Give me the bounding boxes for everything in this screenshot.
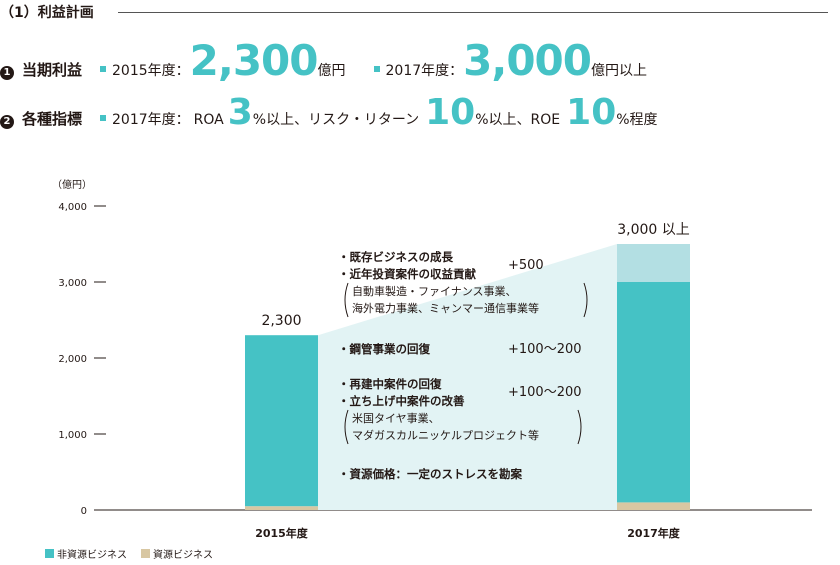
x-axis-labels: 2015年度 2017年度 (255, 526, 681, 540)
square-bullet-icon (373, 66, 380, 72)
left-paren (344, 409, 349, 445)
y-tick-label: 0 (81, 506, 87, 517)
unit-label: 億円以上 (591, 63, 648, 79)
roa-unit: %以上、リスク・リターン (252, 112, 420, 128)
bar-non-resource (245, 335, 318, 507)
annotation-detail: 海外電力事業、ミャンマー通信事業等 (352, 301, 539, 315)
annotations: ・既存ビジネスの成長・近年投資案件の収益貢献 +500 自動車製造・ファイナンス事業… (338, 250, 588, 481)
legend-label: 資源ビジネス (153, 550, 213, 561)
bar-resource (245, 506, 318, 510)
y-tick-label: 3,000 (58, 278, 87, 289)
annotation-value: +100〜200 (508, 342, 582, 357)
bar-resource (617, 502, 690, 510)
roe-value: 10 (566, 92, 617, 133)
annotation-value: +500 (508, 258, 544, 273)
y-axis-unit: （億円） (52, 178, 92, 191)
bar-non-resource (617, 282, 690, 503)
y-tick-label: 4,000 (58, 202, 87, 213)
y-tick-label: 1,000 (58, 430, 87, 441)
annotation-detail: 米国タイヤ事業、 (352, 412, 440, 425)
roa-value: 3 (227, 92, 253, 133)
profit-value-2017: 3,000 (463, 36, 592, 85)
legend-swatch-non-resource (45, 549, 54, 558)
annotation-line: ・鋼管事業の回復 (338, 342, 430, 356)
square-bullet-icon (100, 66, 107, 72)
year-label: 2015年度： (112, 63, 190, 79)
roa-label: ROA (193, 112, 224, 128)
risk-return-value: 10 (425, 92, 476, 133)
annotation-line: ・資源価格：一定のストレスを勘案 (338, 467, 522, 481)
bar-total-label: 2,300 (261, 313, 301, 329)
annotation-detail: マダガスカルニッケルプロジェクト等 (352, 428, 539, 442)
unit-label: 億円 (317, 63, 346, 79)
roe-unit: %程度 (616, 112, 658, 128)
annotation-detail: 自動車製造・ファイナンス事業、 (352, 284, 517, 298)
profit-value-2015: 2,300 (189, 36, 319, 85)
bar-total-label: 3,000 以上 (617, 222, 690, 238)
year-label: 2017年度： (385, 63, 464, 79)
x-tick-label: 2015年度 (255, 526, 309, 540)
legend-swatch-resource (141, 549, 150, 558)
row-label: 当期利益 (22, 61, 83, 79)
annotation-line: ・既存ビジネスの成長 (338, 250, 453, 264)
left-paren (344, 282, 349, 318)
right-paren (583, 282, 588, 318)
bars: 2,300 3,000 以上 (245, 222, 690, 510)
title-rule (118, 12, 828, 13)
bar-upside (617, 244, 690, 282)
profit-target-row: 1 当期利益 2015年度： 2,300 億円 2017年度： 3,000 億円… (0, 36, 647, 85)
legend-label: 非資源ビジネス (57, 550, 127, 561)
number-badge: 1 (0, 66, 14, 80)
y-tick-label: 2,000 (58, 354, 87, 365)
x-tick-label: 2017年度 (627, 526, 681, 540)
annotation-line: ・再建中案件の回復 (338, 377, 442, 391)
increase-band (318, 244, 617, 510)
row-label: 各種指標 (22, 110, 83, 128)
year-label: 2017年度： (112, 112, 190, 128)
legend: 非資源ビジネス 資源ビジネス (45, 546, 213, 561)
annotation-value: +100〜200 (508, 385, 582, 400)
risk-return-unit: %以上、ROE (475, 112, 561, 128)
y-axis: 4,000 3,000 2,000 1,000 0 (58, 202, 106, 517)
number-badge: 2 (0, 115, 14, 129)
indicator-target-row: 2 各種指標 2017年度： ROA 3 %以上、リスク・リターン 10 %以上… (0, 92, 658, 133)
square-bullet-icon (100, 115, 107, 121)
section-title: （1）利益計画 (0, 5, 94, 21)
annotation-line: ・近年投資案件の収益貢献 (338, 267, 476, 281)
annotation-line: ・立ち上げ中案件の改善 (338, 394, 465, 408)
right-paren (577, 409, 582, 445)
